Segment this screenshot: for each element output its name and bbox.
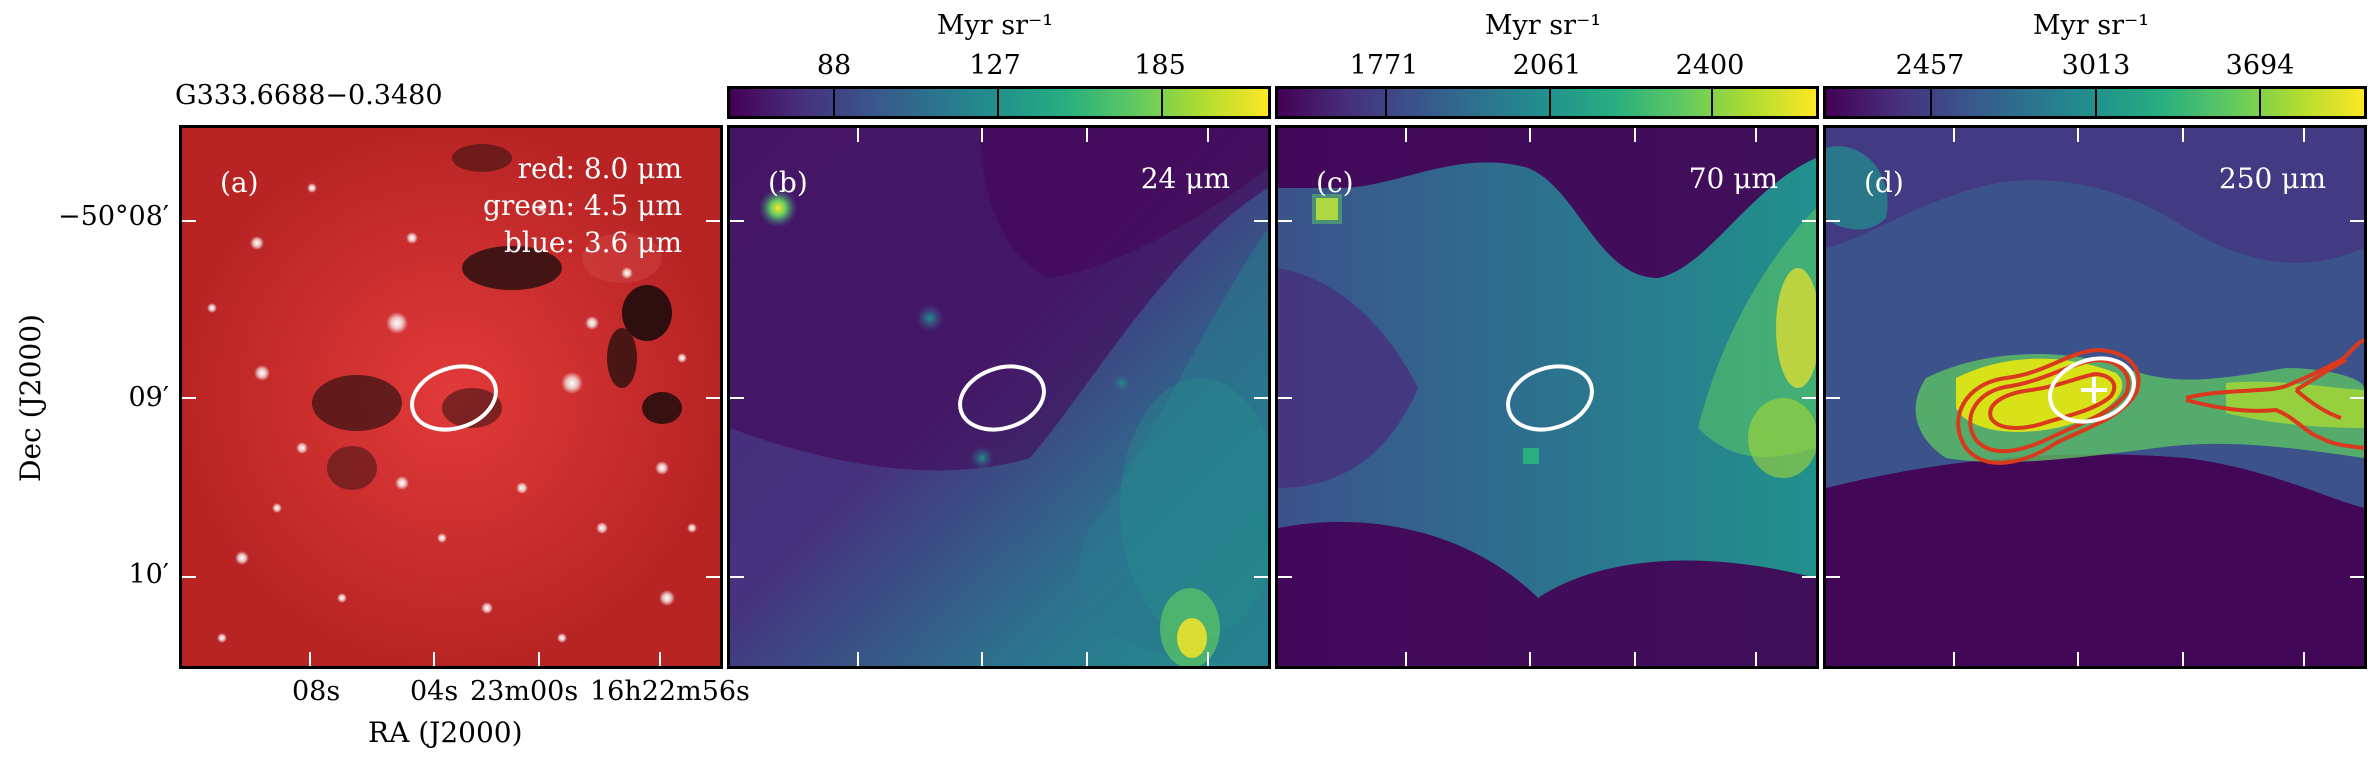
colorbar-tick: 2061 [1512,50,1582,81]
rgb-legend: red: 8.0 μm green: 4.5 μm blue: 3.6 μm [483,150,682,261]
legend-red: red: 8.0 μm [517,152,682,185]
colorbar-gradient [727,86,1271,119]
panel-label: (d) [1864,166,1904,199]
colorbar-tick: 127 [969,50,1021,81]
colorbar-unit: Myr sr⁻¹ [1484,10,1602,41]
colorbar-tick: 3694 [2225,50,2295,81]
y-axis-label-text: Dec (J2000) [14,314,47,482]
y-tick-label: 09′ [128,382,170,413]
legend-blue: blue: 3.6 μm [504,226,682,259]
panel-label: (b) [768,166,808,199]
colorbar-gradient [1275,86,1819,119]
panel-c-70um-image: (c) 70 μm [1275,125,1819,669]
y-tick-label: −50°08′ [58,201,169,232]
colorbar-unit: Myr sr⁻¹ [936,10,1054,41]
colorbar-tick: 2400 [1675,50,1745,81]
x-axis-label: RA (J2000) [368,716,523,749]
colorbar-tick: 88 [816,50,852,81]
x-tick-label: 23m00s [470,676,579,707]
panel-label: (c) [1316,166,1354,199]
band-label: 24 μm [1140,162,1230,195]
colorbar-gradient [1823,86,2367,119]
y-tick-label: 10′ [128,559,170,590]
target-name: G333.6688−0.3480 [175,80,443,111]
x-tick-label: 04s [410,676,459,707]
panel-a-rgb-image: (a) red: 8.0 μm green: 4.5 μm blue: 3.6 … [179,125,723,669]
band-label: 70 μm [1688,162,1778,195]
x-tick-label: 16h22m56s [590,676,750,707]
band-label: 250 μm [2218,162,2326,195]
colorbar-tick: 3013 [2061,50,2131,81]
legend-green: green: 4.5 μm [483,189,682,222]
x-tick-label: 08s [292,676,341,707]
colorbar-tick: 185 [1134,50,1186,81]
panel-b-24um-image: (b) 24 μm [727,125,1271,669]
panel-label: (a) [220,166,259,199]
panel-d-250um-image: (d) 250 μm [1823,125,2367,669]
colorbar-tick: 1771 [1349,50,1419,81]
colorbar-unit: Myr sr⁻¹ [2032,10,2150,41]
colorbar-tick: 2457 [1895,50,1965,81]
